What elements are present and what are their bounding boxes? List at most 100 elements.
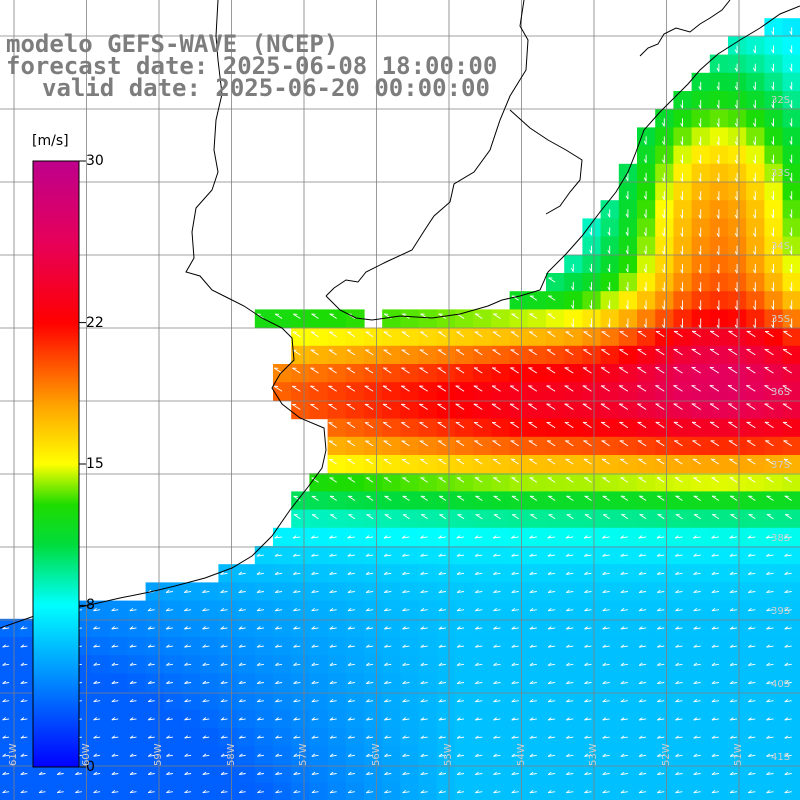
wind-vector — [474, 349, 483, 356]
wind-vector — [584, 554, 592, 557]
wind-vector — [528, 331, 538, 338]
wind-vector — [746, 403, 756, 410]
wind-speed-cell — [546, 728, 565, 747]
wind-speed-cell — [400, 764, 420, 784]
wind-vector-head — [475, 790, 479, 794]
wind-vector — [202, 791, 210, 794]
wind-vector-head — [511, 753, 516, 757]
wind-vector-head — [693, 571, 698, 575]
wind-vector-head — [771, 305, 774, 310]
wind-vector-head — [680, 196, 683, 201]
wind-speed-cell — [728, 709, 747, 729]
wind-speed-cell — [509, 364, 529, 383]
wind-vector-head — [311, 571, 315, 575]
wind-vector — [257, 773, 264, 775]
wind-vector — [729, 495, 738, 501]
wind-vector — [419, 367, 428, 374]
wind-speed-cell — [655, 400, 674, 420]
wind-vector-head — [311, 589, 315, 593]
wind-vector-head — [771, 67, 774, 72]
wind-vector — [257, 736, 264, 739]
wind-vector-head — [547, 553, 552, 557]
wind-vector-head — [111, 698, 116, 703]
wind-vector-head — [438, 680, 443, 684]
wind-speed-cell — [364, 455, 383, 474]
wind-vector-head — [184, 626, 188, 630]
wind-vector — [619, 421, 629, 429]
wind-speed-cell — [309, 382, 329, 401]
wind-vector — [693, 554, 701, 557]
wind-speed-cell — [382, 327, 401, 347]
wind-vector — [675, 609, 683, 612]
wind-vector — [766, 591, 774, 594]
wind-speed-cell — [637, 655, 656, 674]
wind-speed-cell — [291, 618, 310, 638]
wind-vector-head — [748, 662, 752, 666]
wind-speed-cell — [91, 600, 110, 620]
wind-speed-cell — [509, 382, 529, 401]
latitude-label: 41S — [771, 752, 791, 763]
wind-speed-cell — [309, 582, 329, 602]
wind-vector — [675, 663, 683, 666]
wind-vector-head — [384, 644, 388, 648]
wind-speed-cell — [637, 673, 656, 693]
wind-vector-head — [20, 735, 25, 739]
wind-speed-cell — [309, 637, 329, 656]
wind-vector-head — [511, 771, 516, 775]
wind-vector-head — [311, 789, 316, 794]
wind-vector-head — [789, 195, 793, 200]
wind-speed-cell — [327, 673, 347, 693]
wind-vector — [511, 514, 519, 520]
wind-speed-cell — [691, 491, 711, 511]
wind-speed-cell — [673, 618, 693, 638]
wind-vector — [329, 718, 337, 721]
wind-vector-head — [329, 680, 334, 684]
wind-speed-cell — [691, 327, 711, 347]
wind-vector-head — [347, 771, 352, 775]
wind-vector-head — [784, 735, 789, 739]
wind-vector-head — [147, 698, 152, 703]
wind-vector-head — [529, 553, 534, 557]
wind-vector — [493, 495, 501, 501]
wind-speed-cell — [709, 728, 729, 747]
wind-vector-head — [729, 753, 734, 757]
wind-speed-cell — [600, 418, 620, 438]
wind-speed-cell — [691, 655, 711, 674]
wind-vector-head — [675, 644, 679, 648]
wind-speed-cell — [527, 527, 547, 547]
wind-vector — [438, 682, 446, 685]
wind-speed-cell — [455, 582, 474, 602]
wind-vector — [328, 440, 337, 447]
wind-vector-head — [766, 608, 770, 612]
wind-speed-cell — [509, 309, 529, 329]
wind-speed-cell — [600, 764, 620, 784]
wind-vector-head — [675, 626, 679, 630]
wind-vector — [111, 718, 119, 721]
wind-vector — [57, 791, 64, 794]
wind-speed-cell — [564, 400, 583, 420]
wind-speed-cell — [509, 473, 529, 492]
wind-vector — [366, 514, 374, 520]
wind-vector — [655, 349, 665, 356]
wind-vector — [655, 367, 665, 374]
wind-vector-head — [620, 608, 625, 612]
wind-vector-head — [602, 753, 607, 757]
wind-speed-cell — [364, 364, 383, 383]
wind-vector-head — [753, 104, 756, 109]
wind-vector — [311, 754, 319, 757]
wind-speed-cell — [273, 673, 292, 693]
wind-vector-head — [311, 607, 316, 612]
wind-vector — [730, 682, 738, 685]
wind-vector — [529, 295, 538, 301]
longitude-label: 60W — [80, 743, 92, 766]
wind-vector — [548, 682, 556, 685]
wind-speed-cell — [564, 728, 583, 747]
wind-vector — [420, 682, 428, 685]
wind-speed-cell — [182, 764, 201, 784]
wind-speed-cell — [600, 491, 620, 511]
wind-speed-cell — [491, 327, 511, 347]
wind-vector — [764, 421, 774, 429]
wind-vector — [493, 572, 501, 575]
wind-vector — [637, 331, 647, 338]
wind-speed-cell — [273, 600, 292, 620]
